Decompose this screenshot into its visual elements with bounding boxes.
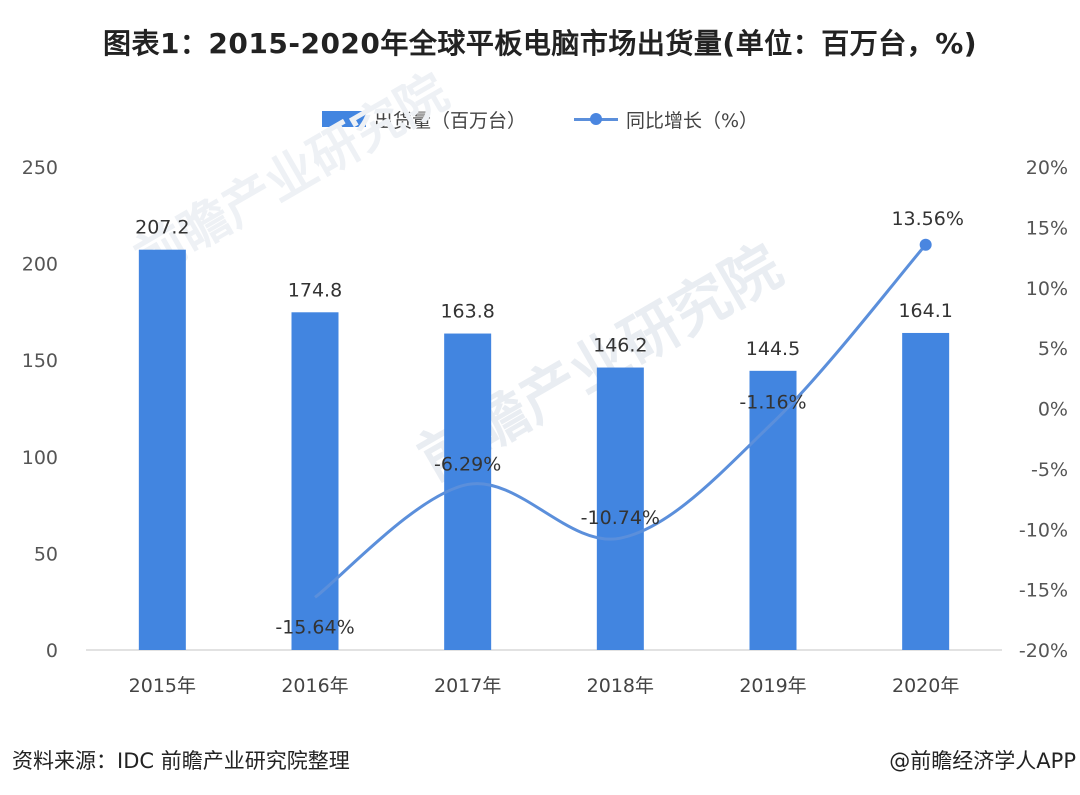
x-tick-label: 2020年 (892, 675, 959, 697)
axis-layer: 0 50 100 150 200 250 -20% -15% -10% -5% 0% 5% 10% 15%… (22, 157, 1068, 697)
x-tick-label: 2019年 (739, 675, 806, 697)
line-value-label: -1.16% (739, 392, 806, 414)
source-note: 资料来源：IDC 前瞻产业研究院整理 (12, 749, 350, 773)
x-tick-label: 2017年 (434, 675, 501, 697)
legend-item-shipments: 出货量（百万台） (321, 104, 526, 134)
bar-value-label: 207.2 (135, 217, 189, 239)
line-value-label: 13.56% (891, 208, 963, 230)
legend-line-swatch (573, 111, 618, 127)
bar (138, 249, 186, 650)
y-right-tick-label: 0% (1038, 399, 1068, 421)
y-left-tick-label: 100 (22, 447, 58, 469)
bar (749, 370, 797, 650)
y-left-tick-label: 0 (46, 640, 58, 662)
bar-value-label: 163.8 (440, 301, 494, 323)
y-right-tick-label: -10% (1019, 519, 1068, 541)
chart-legend: 出货量（百万台） 同比增长（%） (0, 104, 1080, 134)
y-right-tick-label: -5% (1031, 459, 1068, 481)
line-layer (314, 238, 932, 599)
legend-bar-swatch (321, 111, 366, 127)
y-right-tick-label: 20% (1026, 157, 1068, 179)
legend-label-shipments: 出货量（百万台） (373, 109, 526, 132)
y-left-tick-label: 200 (22, 254, 58, 276)
y-left-tick-label: 50 (34, 543, 58, 565)
y-right-tick-label: 15% (1026, 217, 1068, 239)
bar-value-label: 146.2 (593, 335, 647, 357)
growth-line (314, 243, 927, 599)
bar (291, 312, 339, 650)
legend-label-growth: 同比增长（%） (625, 109, 759, 132)
y-right-tick-label: -15% (1019, 580, 1068, 602)
y-left-tick-label: 150 (22, 350, 58, 372)
legend-item-growth: 同比增长（%） (573, 104, 759, 134)
line-value-label: -6.29% (434, 453, 501, 475)
y-left-tick-label: 250 (22, 157, 58, 179)
bar-value-label: 144.5 (746, 338, 800, 360)
growth-marker (919, 238, 932, 251)
y-right-tick-label: -20% (1019, 640, 1068, 662)
bar (596, 367, 644, 650)
credit-note: @前瞻经济学人APP (889, 749, 1076, 773)
bar (902, 332, 950, 650)
line-value-label: -10.74% (581, 507, 660, 529)
x-tick-label: 2018年 (587, 675, 654, 697)
y-right-tick-label: 10% (1026, 278, 1068, 300)
label-layer: 207.2 174.8 163.8 146.2 144.5 164.1 -15.64% -6.… (135, 208, 964, 639)
y-right-tick-label: 5% (1038, 338, 1068, 360)
x-tick-label: 2016年 (281, 675, 348, 697)
line-value-label: -15.64% (275, 616, 354, 638)
bar (444, 333, 492, 650)
bar-value-label: 174.8 (288, 279, 342, 301)
x-tick-label: 2015年 (129, 675, 196, 697)
chart-title: 图表1：2015-2020年全球平板电脑市场出货量(单位：百万台，%) (102, 27, 978, 60)
bar-value-label: 164.1 (898, 300, 952, 322)
bar-layer (138, 249, 950, 650)
